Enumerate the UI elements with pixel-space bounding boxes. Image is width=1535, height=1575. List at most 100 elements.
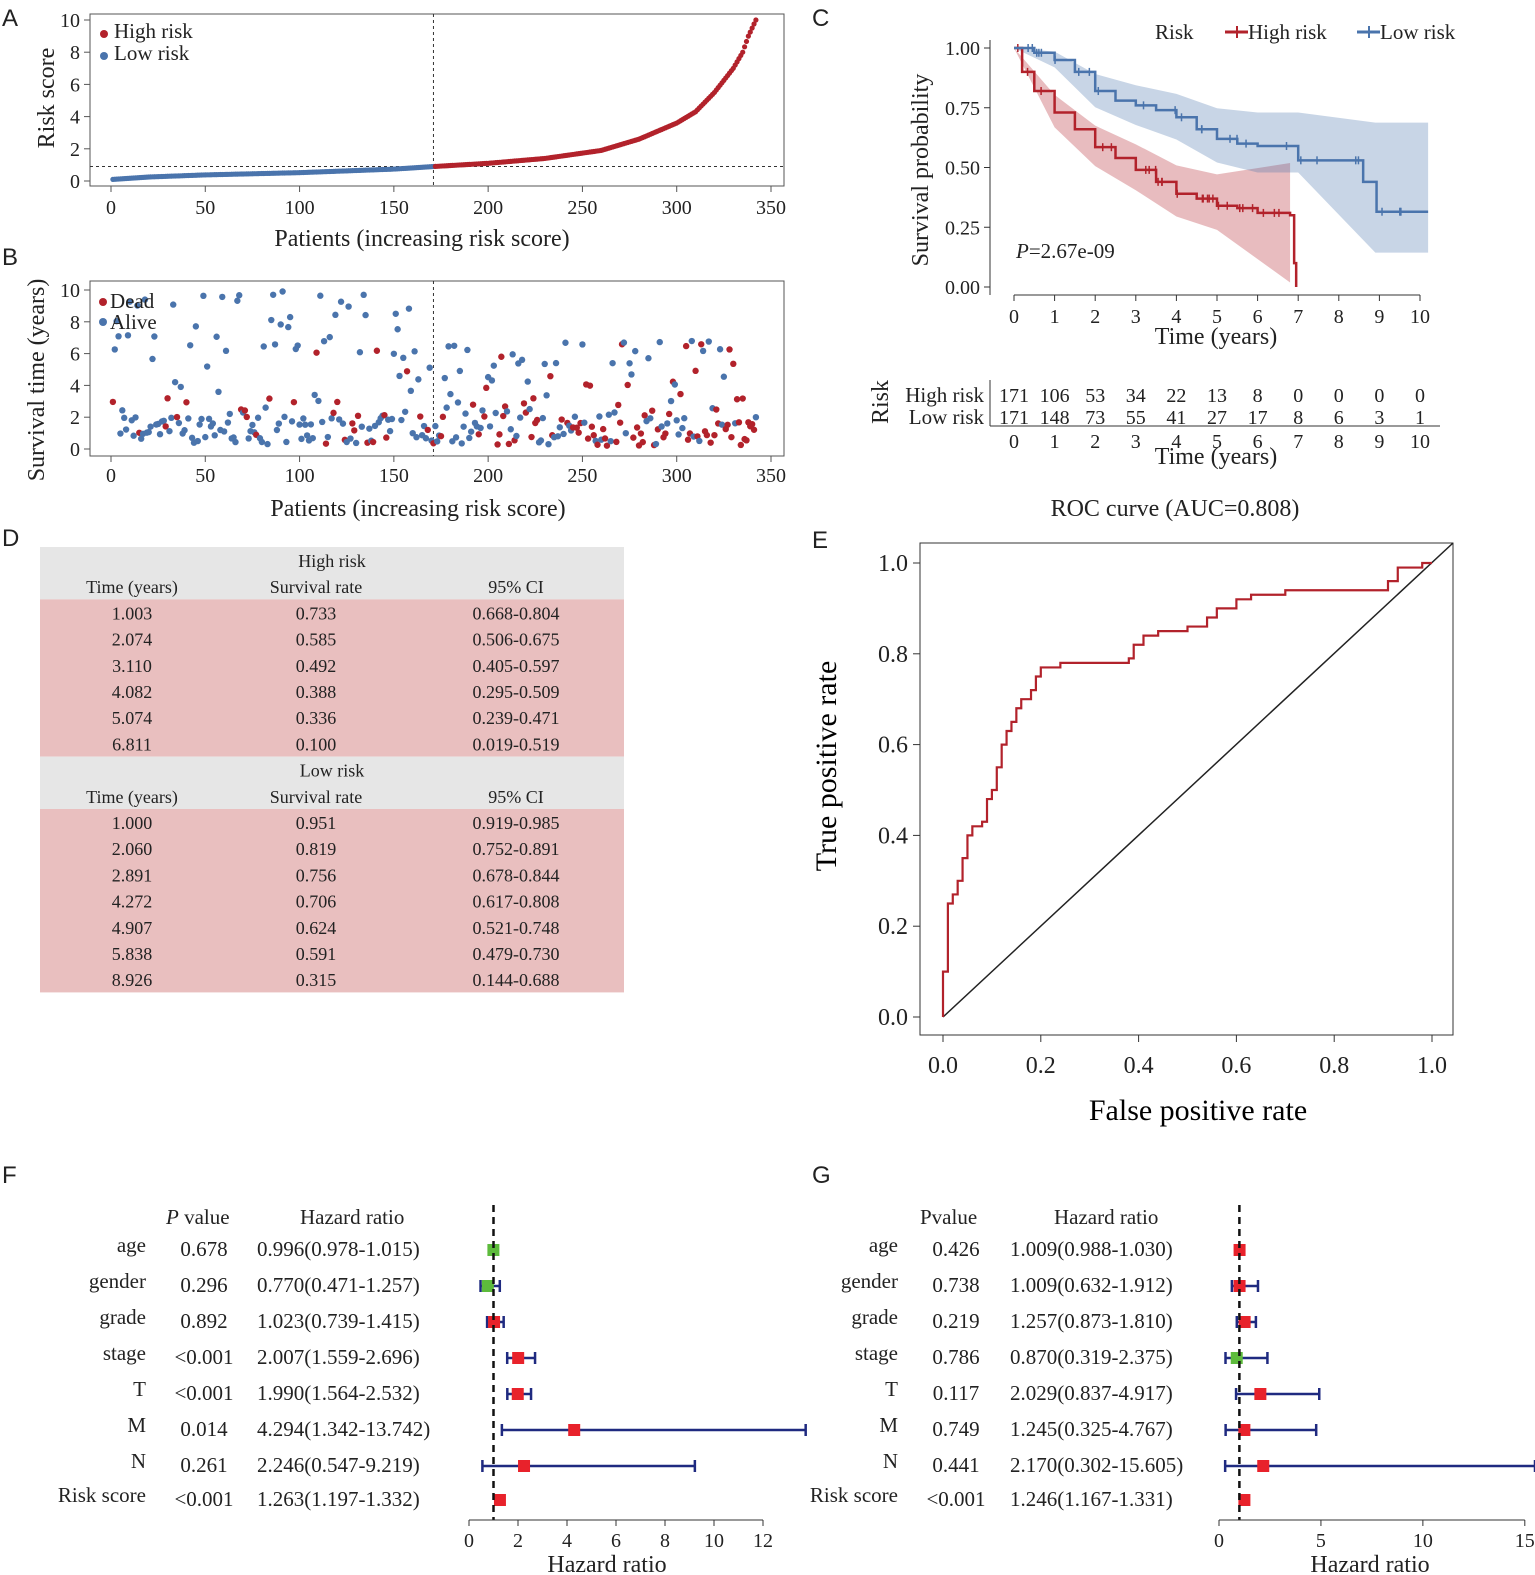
e-ytick-label: 0.2 [878,914,908,940]
d-cell: 5.838 [112,944,153,964]
g-hr-marker [1233,1280,1246,1292]
f-hr-marker [568,1424,581,1436]
f-row-p: 0.014 [180,1417,228,1441]
b-point-alive [462,410,469,417]
b-point-alive [607,437,614,445]
b-point-alive [679,424,686,432]
b-point-alive [571,413,579,420]
b-point-dead [601,435,609,442]
b-ytick-label: 2 [70,407,80,429]
b-ytick-label: 10 [60,280,80,302]
f-row-hr: 1.263(1.197-1.332) [257,1487,420,1511]
b-point-alive [537,437,545,444]
c-xtick-label: 7 [1293,306,1303,328]
b-point-alive [658,423,665,430]
c-pvalue: P=2.67e-09 [1015,239,1115,263]
b-point-dead [496,431,503,438]
b-point-alive [632,347,639,355]
d-cell: 0.591 [296,944,337,964]
e-xtick-label: 0.0 [928,1053,958,1079]
b-point-alive [545,440,552,448]
a-legend-low: Low risk [114,41,190,65]
b-point-alive [326,333,333,341]
d-cell: 0.585 [296,630,337,650]
b-legend-alive-marker [99,318,107,326]
b-point-alive [388,415,396,423]
risk-table-xlabel: Time (years) [1155,444,1277,470]
b-point-dead [322,440,330,447]
b-point-alive [673,417,680,424]
g-row-p: 0.441 [932,1453,979,1477]
b-point-alive [226,410,233,418]
b-point-alive [752,413,760,421]
c-xtick-label: 6 [1253,306,1263,328]
b-point-alive [426,364,433,371]
b-point-dead [633,424,641,431]
b-point-alive [543,392,550,399]
b-point-alive [479,407,486,414]
risk-table-count: 171 [999,407,1029,429]
b-point-dead [728,433,735,441]
b-point-alive [319,418,326,426]
risk-table-count: 8 [1293,407,1303,429]
b-point-dead [586,382,594,389]
b-point-alive [518,356,526,364]
a-point [751,21,757,27]
b-point-alive [552,359,560,367]
c-ci-band-high [1014,48,1291,283]
g-hr-marker [1238,1494,1251,1506]
f-hr-marker [488,1316,501,1328]
d-cell: 2.060 [112,839,153,859]
f-row-hr: 0.996(0.978-1.015) [257,1237,420,1261]
f-row-hr: 2.007(1.559-2.696) [257,1345,420,1369]
d-column-header: Time (years) [86,577,178,598]
b-point-dead [351,427,358,434]
d-cell: 0.100 [296,734,337,754]
b-point-alive [264,440,271,448]
b-point-alive [466,434,473,442]
risk-table-row-label: High risk [905,383,984,407]
b-point-alive [396,372,403,380]
b-point-alive [171,378,179,386]
b-point-dead [383,434,390,441]
b-point-alive [611,409,618,416]
f-row-name: T [133,1377,146,1401]
b-point-alive [156,430,164,438]
b-point-alive [392,310,399,317]
b-xtick-label: 250 [567,465,597,487]
g-row-name: gender [841,1269,898,1293]
d-group-title: Low risk [300,761,365,781]
g-xlabel: Hazard ratio [1310,1552,1429,1575]
b-point-alive [213,333,220,340]
b-point-dead [684,436,692,443]
b-point-dead [707,439,714,446]
g-row-name: N [883,1449,898,1473]
b-point-alive [119,407,126,414]
b-point-dead [494,441,501,448]
b-point-dead [726,346,733,353]
d-cell: 0.733 [296,603,337,623]
c-ytick-label: 0.75 [945,98,980,120]
f-row-name: gender [89,1269,146,1293]
b-point-dead [313,349,320,356]
f-xtick-label: 8 [660,1530,670,1552]
b-point-alive [596,413,603,420]
b-point-alive [200,292,207,300]
d-cell: 0.405-0.597 [473,656,560,676]
risk-table-count: 8 [1253,385,1263,407]
b-point-alive [647,415,654,422]
b-point-alive [345,303,352,310]
b-point-alive [509,351,516,358]
f-xtick-label: 4 [562,1530,572,1552]
b-point-dead [665,410,673,418]
g-hr-marker [1238,1316,1251,1328]
risk-table-count: 6 [1334,407,1344,429]
a-legend-high: High risk [114,19,193,43]
b-point-dead [439,413,447,421]
d-cell: 1.003 [112,603,153,623]
g-col-hr: Hazard ratio [1054,1205,1158,1229]
g-row-p: 0.426 [932,1237,979,1261]
panel-label-c: C [812,5,829,32]
b-point-alive [628,371,635,378]
a-xtick-label: 50 [195,197,215,219]
